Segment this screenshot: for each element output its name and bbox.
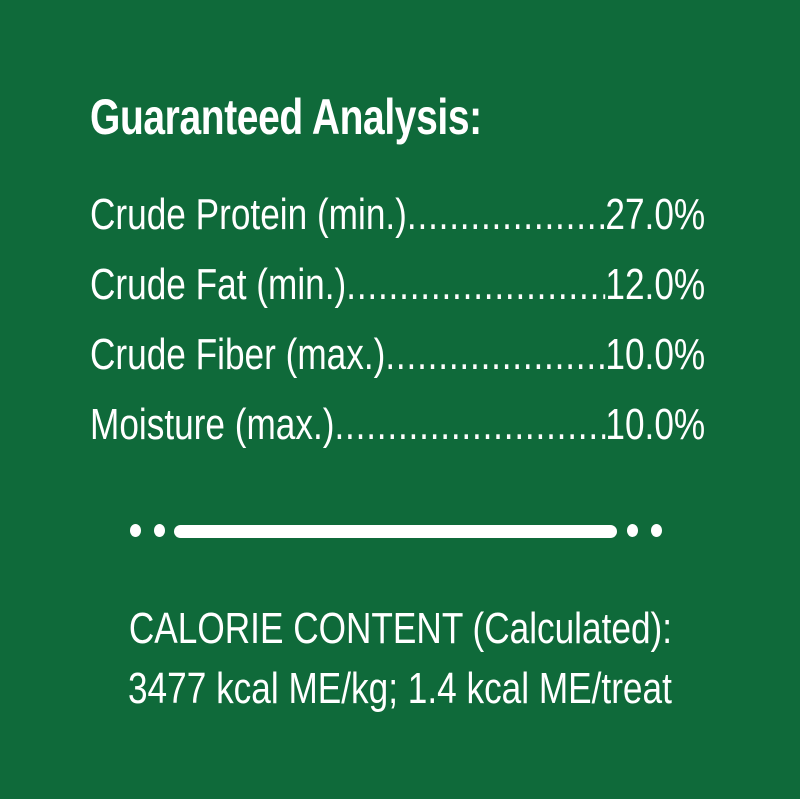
analysis-value: 27.0%: [605, 190, 706, 239]
analysis-value: 10.0%: [605, 330, 706, 379]
analysis-row-moisture: Moisture (max.) 10.0%: [90, 400, 705, 470]
analysis-row-fiber: Crude Fiber (max.) 10.0%: [90, 330, 705, 400]
dot-leader: [334, 400, 605, 450]
divider-dot: [154, 524, 165, 537]
analysis-row-protein: Crude Protein (min.) 27.0%: [90, 190, 705, 260]
analysis-label: Crude Fat (min.): [90, 260, 347, 309]
dot-leader: [407, 190, 605, 240]
analysis-label: Crude Protein (min.): [90, 190, 407, 239]
analysis-value: 10.0%: [605, 400, 706, 449]
analysis-label: Moisture (max.): [90, 400, 335, 449]
calorie-heading: CALORIE CONTENT (Calculated):: [0, 604, 800, 654]
section-title: Guaranteed Analysis:: [90, 89, 482, 145]
analysis-value: 12.0%: [605, 260, 706, 309]
divider-dot: [651, 524, 662, 537]
divider-dot: [130, 524, 141, 537]
dot-leader: [346, 260, 605, 310]
calorie-heading-text: CALORIE CONTENT (Calculated):: [128, 604, 672, 653]
dot-leader: [385, 330, 605, 380]
calorie-value-text: 3477 kcal ME/kg; 1.4 kcal ME/treat: [128, 664, 672, 713]
divider-bar: [174, 525, 617, 538]
analysis-label: Crude Fiber (max.): [90, 330, 386, 379]
calorie-value: 3477 kcal ME/kg; 1.4 kcal ME/treat: [0, 664, 800, 714]
divider-dot: [627, 524, 638, 537]
analysis-row-fat: Crude Fat (min.) 12.0%: [90, 260, 705, 330]
analysis-list: Crude Protein (min.) 27.0% Crude Fat (mi…: [90, 190, 705, 470]
